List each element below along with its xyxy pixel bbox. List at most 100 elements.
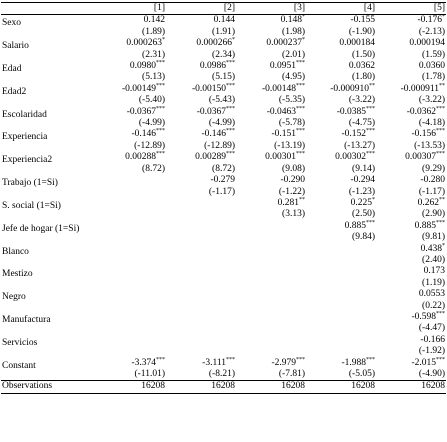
significance-stars: ***	[226, 356, 235, 363]
t-stat: (-4.47)	[418, 323, 445, 334]
significance-stars: ***	[366, 219, 375, 226]
tstat-row: (-4.99) (-4.99) (-5.78) (-4.75) (-4.18)	[1, 118, 446, 129]
coef-cell	[96, 312, 166, 323]
coef-value: 0.000266	[196, 38, 232, 49]
significance-stars: ***	[296, 105, 305, 112]
blank-cell	[166, 255, 236, 266]
t-stat: (-4.90)	[418, 369, 445, 379]
coef-cell: -0.151***	[236, 128, 306, 140]
coef-cell: 0.438*	[376, 242, 446, 255]
significance-stars: *	[442, 242, 445, 249]
row-label: Constant	[2, 360, 36, 371]
coef-value: 0.00302	[335, 152, 366, 163]
row-label: Jefe de hogar (1=Si)	[2, 223, 80, 234]
coef-cell: 0.0362	[306, 61, 376, 72]
coef-cell	[236, 335, 306, 346]
coef-cell: -0.152***	[306, 128, 376, 140]
coef-cell: -0.000910**	[306, 83, 376, 95]
regression-table: [1] [2] [3] [4] [5] Sexo 0.142 0.144 0.148* -0.15…	[1, 1, 446, 394]
coef-cell: -0.146***	[166, 128, 236, 140]
t-stat: (2.31)	[142, 49, 165, 60]
corner-cell	[1, 1, 96, 16]
t-stat: (1.19)	[422, 277, 445, 288]
coef-row: Negro 0.0553	[1, 289, 446, 302]
t-stat: (-13.27)	[344, 140, 375, 151]
row-label: Sexo	[2, 18, 21, 29]
t-stat: (5.15)	[212, 72, 235, 83]
coef-value: -0.156	[411, 129, 436, 140]
blank-cell	[96, 278, 166, 289]
t-stat: (2.50)	[352, 209, 375, 220]
coef-cell: -0.598***	[376, 311, 446, 323]
coef-value: -0.146	[131, 129, 156, 140]
row-label: S. social (1=Si)	[2, 200, 61, 211]
significance-stars: **	[439, 196, 445, 203]
coef-cell: 0.225*	[306, 197, 376, 209]
blank-cell	[236, 232, 306, 243]
significance-stars: ***	[156, 60, 165, 67]
significance-stars: ***	[226, 105, 235, 112]
coef-value: 0.173	[423, 266, 445, 277]
coef-cell: -0.280	[376, 175, 446, 186]
t-stat: (-4.18)	[418, 118, 445, 129]
tstat-row: (2.40)	[1, 255, 446, 266]
t-stat: (8.72)	[212, 163, 235, 174]
column-header: [2]	[166, 1, 236, 16]
coef-cell: -0.294	[306, 175, 376, 186]
tstat-row: (-1.17) (-1.22) (-1.23) (-1.17)	[1, 187, 446, 198]
blank-cell	[236, 323, 306, 334]
coef-row: Trabajo (1=Si) -0.279 -0.290 -0.294 -0.280	[1, 175, 446, 189]
coef-value: 0.144	[213, 15, 235, 26]
coef-cell: -0.146***	[96, 128, 166, 140]
significance-stars: *	[302, 14, 305, 21]
blank-cell	[306, 301, 376, 312]
row-label: Trabajo (1=Si)	[2, 178, 58, 189]
coef-row: Edad2 -0.00149*** -0.00150*** -0.00148*** -0…	[1, 82, 446, 97]
blank-cell	[166, 209, 236, 220]
coef-value: -0.155	[350, 15, 375, 26]
tstat-row: (9.84) (9.81)	[1, 232, 446, 243]
coef-cell: 0.000184	[306, 38, 376, 49]
significance-stars: ***	[296, 151, 305, 158]
blank-cell	[236, 301, 306, 312]
significance-stars: ***	[436, 105, 445, 112]
observations: 16208	[96, 380, 166, 394]
coef-cell: 0.000194	[376, 38, 446, 49]
coef-cell: 0.0980***	[96, 60, 166, 72]
coef-value: 0.0553	[418, 289, 445, 300]
row-label: Edad	[2, 64, 22, 75]
significance-stars: ***	[156, 128, 165, 135]
row-label: Servicios	[2, 337, 38, 348]
significance-stars: ***	[226, 82, 235, 89]
coef-cell	[236, 221, 306, 232]
coef-value: -0.0367	[126, 106, 156, 117]
significance-stars: ***	[296, 82, 305, 89]
t-stat: (9.14)	[352, 163, 375, 174]
blank-cell	[96, 209, 166, 220]
coef-row: Salario 0.000263* 0.000266* 0.000237* 0.0001…	[1, 37, 446, 51]
t-stat: (-11.01)	[134, 369, 165, 379]
observations: 16208	[236, 380, 306, 394]
coef-value: 0.225	[350, 197, 372, 208]
coef-value: 0.000184	[339, 38, 375, 49]
coef-cell	[166, 312, 236, 323]
coef-row: Manufactura -0.598***	[1, 311, 446, 325]
significance-stars: **	[439, 82, 445, 89]
t-stat: (-3.22)	[348, 95, 375, 106]
t-stat: (-5.43)	[208, 95, 235, 106]
significance-stars: ***	[436, 151, 445, 158]
significance-stars: ***	[156, 151, 165, 158]
coef-cell: -0.00149***	[96, 83, 166, 95]
significance-stars: *	[232, 37, 235, 44]
tstat-row: (8.72) (8.72) (9.08) (9.14) (9.29)	[1, 164, 446, 175]
coef-cell: -0.176*	[376, 14, 446, 27]
coef-value: -0.290	[280, 175, 305, 186]
coef-cell: 0.173	[376, 266, 446, 277]
coef-cell: 0.885***	[376, 220, 446, 232]
footer-row: Observations 16208 16208 16208 16208 16208	[1, 380, 446, 394]
row-label: Manufactura	[2, 314, 51, 325]
coef-cell: 0.142	[96, 15, 166, 27]
footer-label: Observations	[1, 380, 96, 394]
significance-stars: ***	[296, 128, 305, 135]
coef-value: -1.988	[341, 357, 366, 368]
